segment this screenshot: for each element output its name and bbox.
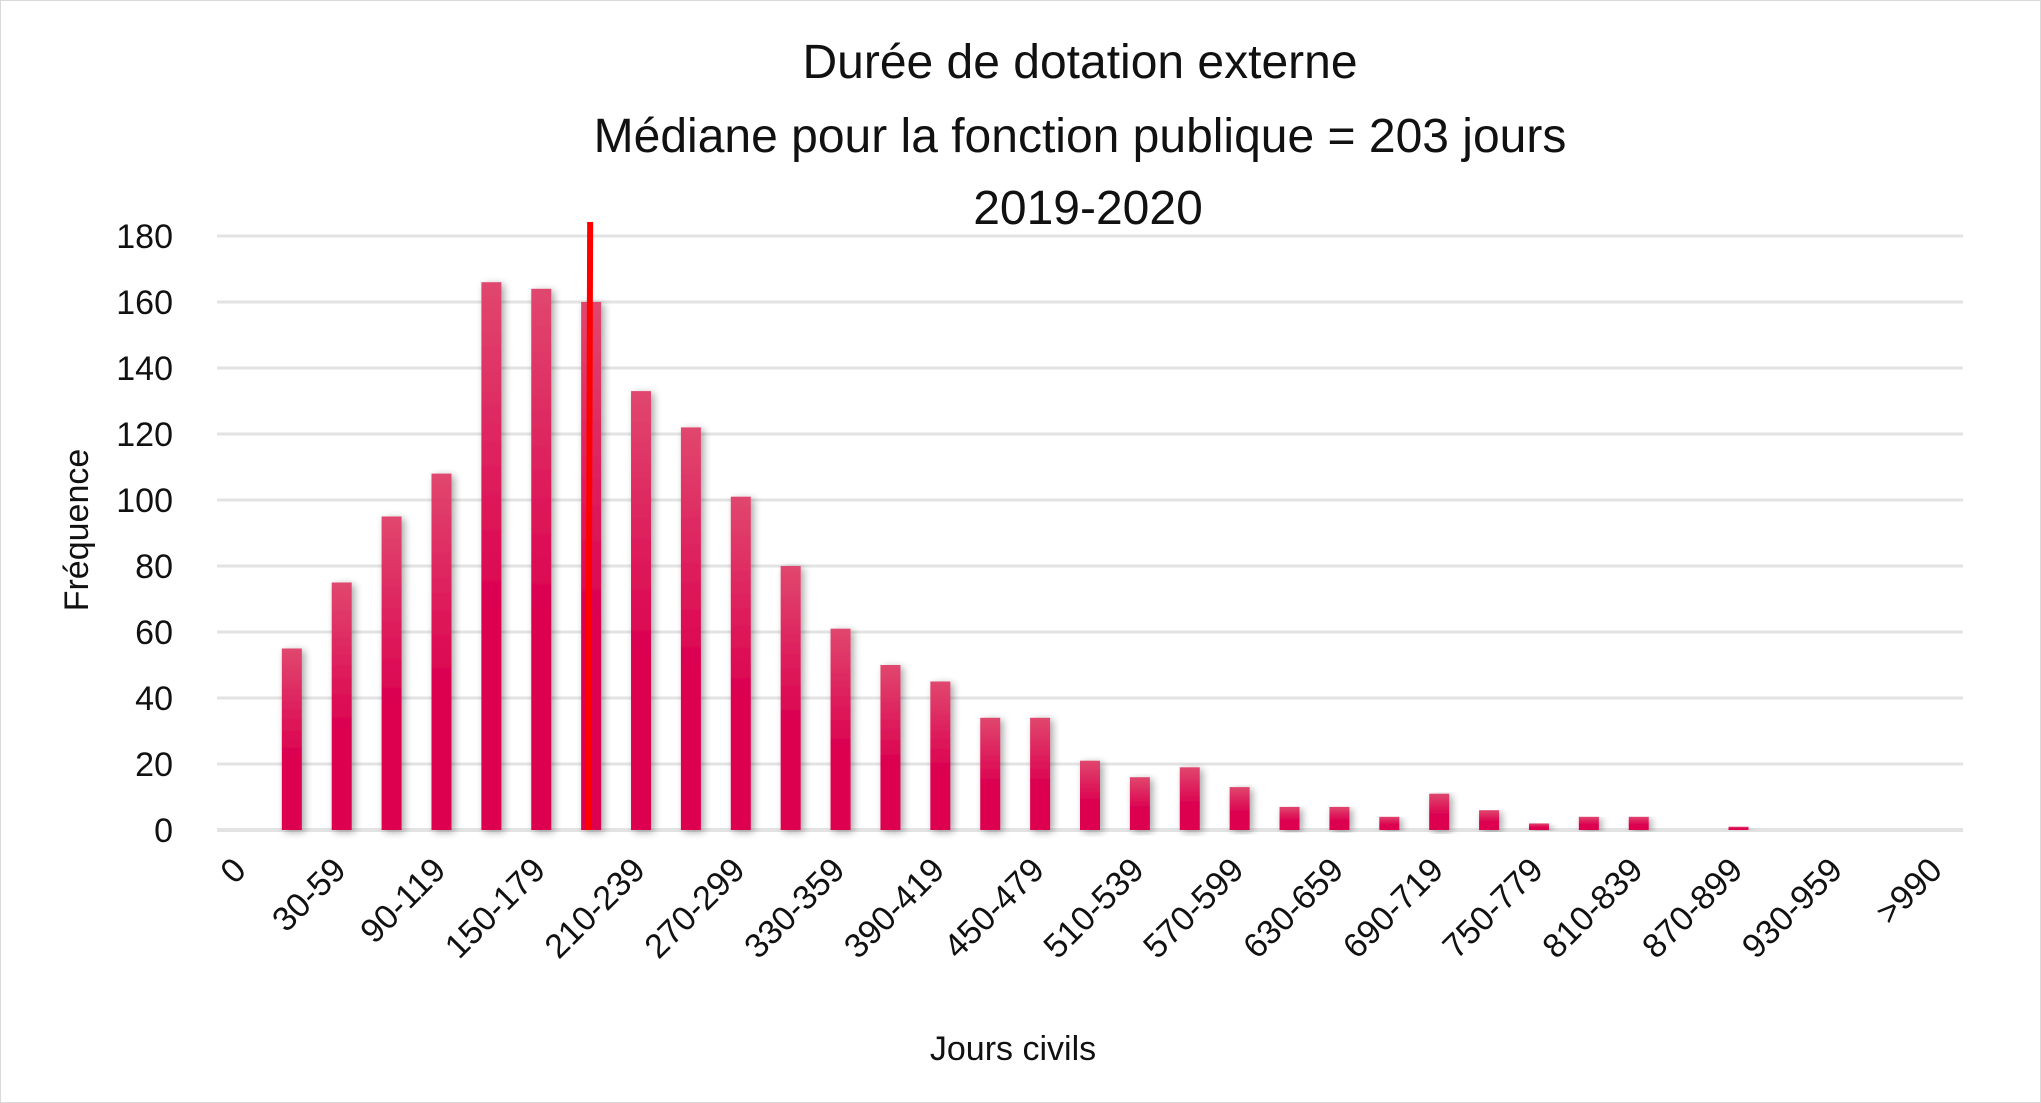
x-tick-label: 810-839: [1535, 851, 1650, 966]
y-tick-label: 140: [116, 350, 173, 388]
y-axis-title: Fréquence: [58, 449, 96, 612]
x-tick-label: 0: [213, 851, 253, 891]
chart-title-line-2: Médiane pour la fonction publique = 203 …: [594, 110, 1567, 163]
y-tick-label: 20: [135, 746, 173, 784]
x-tick-label: 930-959: [1735, 851, 1850, 966]
bar: [1628, 816, 1649, 830]
bar: [431, 473, 452, 830]
bar: [1728, 826, 1749, 830]
bar: [830, 628, 851, 830]
bar: [730, 496, 751, 830]
x-tick-label: 270-299: [637, 851, 752, 966]
bar: [481, 282, 502, 830]
x-tick-label: 570-599: [1136, 851, 1251, 966]
x-tick-label: 90-119: [353, 851, 453, 951]
bar: [780, 566, 801, 830]
chart-title-line-1: Durée de dotation externe: [802, 36, 1357, 89]
x-tick-label: 630-659: [1236, 851, 1351, 966]
bar: [331, 582, 352, 830]
bar: [631, 391, 652, 830]
x-tick-label: 330-359: [737, 851, 852, 966]
bar: [1030, 717, 1051, 830]
bar: [1329, 806, 1350, 830]
x-tick-label: 30-59: [265, 851, 353, 939]
bar: [1080, 760, 1100, 830]
bar: [1229, 787, 1250, 830]
median-line: [585, 221, 594, 831]
bar: [680, 427, 701, 830]
x-tick-label: 210-239: [538, 851, 653, 966]
chart-title-line-3: 2019-2020: [973, 182, 1203, 235]
y-tick-label: 0: [154, 812, 173, 850]
bar: [381, 516, 402, 830]
y-tick-label: 100: [116, 482, 173, 520]
bar: [1429, 793, 1450, 830]
x-tick-label: 870-899: [1635, 851, 1750, 966]
x-tick-label: 450-479: [937, 851, 1052, 966]
y-tick-label: 120: [116, 416, 173, 454]
x-axis-title: Jours civils: [930, 1030, 1096, 1068]
bar: [1279, 806, 1300, 830]
bar: [1129, 777, 1150, 830]
bar: [1578, 816, 1599, 830]
bar: [1528, 823, 1549, 830]
bar: [880, 665, 901, 830]
y-tick-label: 60: [135, 614, 173, 652]
bar: [930, 681, 951, 830]
x-tick-label: 510-539: [1036, 851, 1151, 966]
y-tick-label: 160: [116, 284, 173, 322]
bar: [1479, 810, 1500, 830]
x-tick-label: 390-419: [837, 851, 952, 966]
bar: [1379, 816, 1400, 830]
x-tick-label: 750-779: [1436, 851, 1551, 966]
y-tick-label: 80: [135, 548, 173, 586]
y-tick-label: 180: [116, 218, 173, 256]
bar: [281, 648, 302, 830]
x-tick-label: 690-719: [1336, 851, 1451, 966]
bar: [1179, 767, 1200, 830]
x-tick-label: 150-179: [438, 851, 553, 966]
bar: [980, 717, 1001, 830]
x-tick-label: >990: [1869, 851, 1950, 932]
y-tick-label: 40: [135, 680, 173, 718]
chart-title: Durée de dotation externe Médiane pour l…: [594, 36, 1567, 235]
bar: [531, 288, 552, 830]
